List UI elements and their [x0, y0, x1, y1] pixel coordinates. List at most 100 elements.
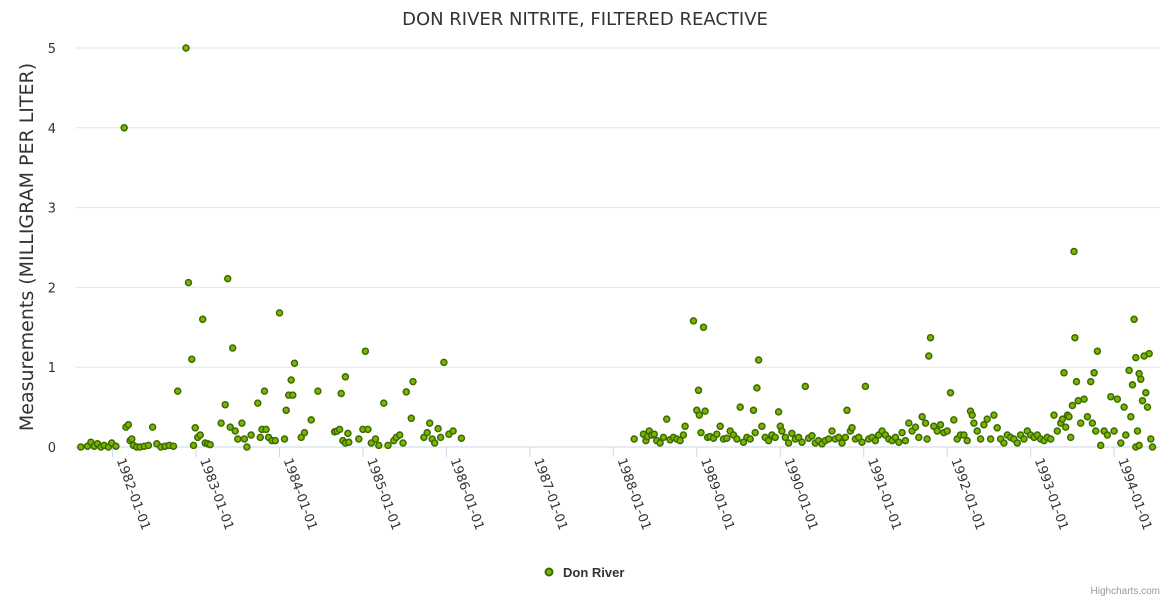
- data-point[interactable]: [124, 420, 133, 429]
- data-point[interactable]: [1072, 377, 1081, 386]
- data-point[interactable]: [297, 433, 305, 442]
- data-point[interactable]: [341, 373, 350, 381]
- data-point[interactable]: [256, 433, 265, 442]
- data-point[interactable]: [781, 433, 790, 442]
- credits-link[interactable]: Highcharts.com: [1091, 586, 1160, 597]
- data-point[interactable]: [915, 433, 923, 442]
- data-point[interactable]: [231, 427, 239, 435]
- data-point[interactable]: [774, 408, 783, 416]
- data-point[interactable]: [1096, 441, 1105, 450]
- data-point[interactable]: [314, 387, 322, 395]
- data-point[interactable]: [936, 420, 945, 429]
- data-point[interactable]: [361, 347, 370, 355]
- data-point[interactable]: [1058, 415, 1067, 423]
- data-point[interactable]: [399, 439, 407, 447]
- data-point[interactable]: [173, 387, 182, 395]
- data-point[interactable]: [858, 438, 866, 446]
- data-point[interactable]: [337, 389, 345, 398]
- data-point[interactable]: [905, 419, 913, 427]
- data-point[interactable]: [355, 435, 363, 443]
- data-point[interactable]: [824, 435, 833, 443]
- data-point[interactable]: [933, 427, 941, 435]
- data-point[interactable]: [911, 423, 920, 431]
- data-point[interactable]: [1060, 369, 1068, 377]
- data-point[interactable]: [753, 384, 761, 392]
- data-point[interactable]: [375, 441, 383, 450]
- data-point[interactable]: [923, 435, 931, 443]
- data-point[interactable]: [275, 309, 284, 317]
- data-point[interactable]: [1013, 439, 1022, 447]
- data-point[interactable]: [184, 278, 193, 287]
- data-point[interactable]: [960, 431, 968, 439]
- data-point[interactable]: [198, 315, 207, 324]
- data-point[interactable]: [287, 376, 295, 384]
- data-point[interactable]: [771, 433, 779, 442]
- data-point[interactable]: [364, 425, 372, 434]
- data-point[interactable]: [1020, 435, 1028, 443]
- data-point[interactable]: [1076, 419, 1085, 427]
- data-point[interactable]: [1053, 427, 1062, 435]
- data-point[interactable]: [425, 419, 434, 427]
- data-point[interactable]: [788, 429, 796, 438]
- data-point[interactable]: [402, 388, 411, 396]
- data-point[interactable]: [694, 386, 703, 395]
- data-point[interactable]: [430, 439, 439, 447]
- data-point[interactable]: [1086, 377, 1095, 386]
- data-point[interactable]: [943, 427, 951, 435]
- data-point[interactable]: [749, 406, 758, 415]
- data-point[interactable]: [986, 435, 995, 443]
- data-point[interactable]: [1090, 369, 1098, 377]
- legend[interactable]: Don River: [544, 565, 625, 580]
- data-point[interactable]: [148, 423, 157, 431]
- data-point[interactable]: [794, 433, 803, 442]
- legend-item-don-river[interactable]: Don River: [563, 565, 624, 580]
- data-point[interactable]: [1070, 247, 1078, 256]
- data-point[interactable]: [409, 377, 417, 386]
- data-point[interactable]: [457, 434, 466, 442]
- data-point[interactable]: [1103, 431, 1112, 439]
- data-point[interactable]: [689, 317, 698, 325]
- data-point[interactable]: [1068, 401, 1077, 410]
- data-point[interactable]: [1128, 381, 1137, 389]
- data-point[interactable]: [926, 333, 935, 342]
- data-point[interactable]: [1071, 333, 1079, 342]
- data-point[interactable]: [1143, 403, 1152, 411]
- data-point[interactable]: [254, 399, 262, 407]
- data-point[interactable]: [345, 438, 353, 446]
- data-point[interactable]: [733, 435, 741, 443]
- data-point[interactable]: [217, 419, 225, 427]
- data-point[interactable]: [1065, 412, 1073, 421]
- data-point[interactable]: [1093, 347, 1102, 355]
- data-point[interactable]: [713, 430, 721, 438]
- data-point[interactable]: [1080, 395, 1088, 403]
- data-point[interactable]: [1117, 439, 1125, 447]
- data-point[interactable]: [828, 427, 836, 435]
- data-point[interactable]: [716, 422, 724, 431]
- data-point[interactable]: [196, 431, 204, 439]
- data-point[interactable]: [1074, 396, 1082, 405]
- data-point[interactable]: [891, 433, 900, 442]
- data-point[interactable]: [739, 438, 748, 446]
- data-point[interactable]: [238, 419, 246, 427]
- data-point[interactable]: [656, 439, 664, 447]
- data-point[interactable]: [191, 424, 199, 432]
- data-point[interactable]: [1137, 375, 1145, 383]
- data-point[interactable]: [223, 274, 232, 283]
- data-point[interactable]: [1130, 315, 1138, 324]
- data-point[interactable]: [1061, 423, 1070, 431]
- data-point[interactable]: [699, 323, 708, 332]
- data-point[interactable]: [861, 382, 870, 391]
- data-point[interactable]: [169, 442, 178, 450]
- data-point[interactable]: [980, 420, 988, 429]
- data-point[interactable]: [1138, 396, 1147, 405]
- data-point[interactable]: [371, 435, 380, 443]
- data-point[interactable]: [307, 416, 315, 424]
- data-point[interactable]: [976, 435, 985, 443]
- data-point[interactable]: [921, 419, 930, 427]
- data-point[interactable]: [240, 435, 249, 443]
- data-point[interactable]: [662, 415, 671, 423]
- data-point[interactable]: [243, 443, 251, 451]
- data-point[interactable]: [144, 441, 153, 450]
- data-point[interactable]: [282, 406, 290, 415]
- data-point[interactable]: [120, 124, 128, 132]
